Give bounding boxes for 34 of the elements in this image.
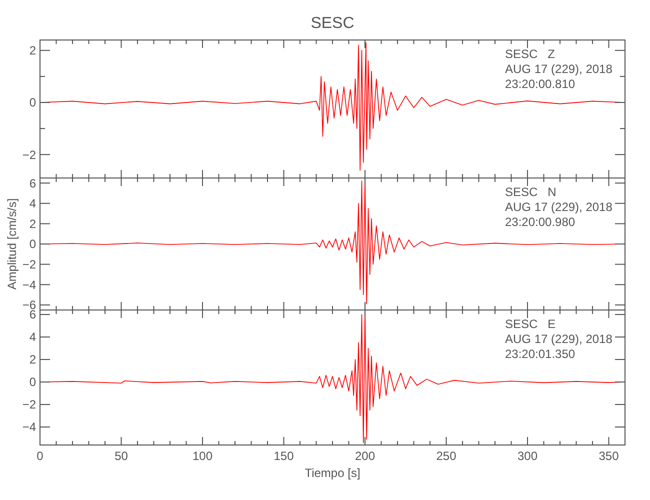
y-tick-label: −4 [22, 278, 36, 292]
annotation: AUG 17 (229), 2018 [505, 332, 613, 346]
x-tick-label: 200 [354, 449, 376, 463]
annotation: AUG 17 (229), 2018 [505, 62, 613, 76]
x-tick-label: 150 [274, 449, 294, 463]
y-tick-label: 0 [29, 96, 36, 110]
y-tick-label: −2 [22, 148, 36, 162]
annotation: SESC N [505, 185, 556, 199]
y-tick-label: 4 [29, 196, 36, 211]
y-tick-label: 4 [29, 330, 36, 344]
y-axis-title: Amplitud [cm/s/s] [5, 198, 19, 290]
annotation: SESC E [505, 317, 556, 331]
y-tick-label: 6 [29, 176, 36, 190]
y-tick-label: −4 [22, 420, 36, 434]
y-tick-label: −2 [22, 398, 36, 412]
x-tick-label: 100 [192, 449, 213, 463]
x-axis-title: Tiempo [s] [304, 466, 360, 480]
annotation: 23:20:00.980 [505, 215, 576, 229]
annotation: 23:20:00.810 [505, 77, 576, 91]
y-tick-label: 2 [29, 352, 36, 367]
x-tick-label: 300 [517, 449, 538, 463]
y-tick-label: −2 [22, 258, 36, 272]
y-tick-label: 2 [29, 44, 36, 58]
annotation: AUG 17 (229), 2018 [505, 200, 613, 214]
x-tick-label: 250 [436, 449, 457, 463]
annotation: SESC Z [505, 47, 556, 61]
chart-title: SESC [310, 15, 354, 32]
x-tick-label: 350 [598, 449, 620, 463]
y-tick-label: 0 [29, 237, 36, 252]
y-tick-label: 2 [29, 216, 36, 231]
annotation: 23:20:01.350 [505, 347, 576, 361]
x-tick-label: 50 [114, 449, 128, 463]
y-tick-label: 0 [29, 375, 36, 390]
y-tick-label: 6 [29, 308, 36, 322]
